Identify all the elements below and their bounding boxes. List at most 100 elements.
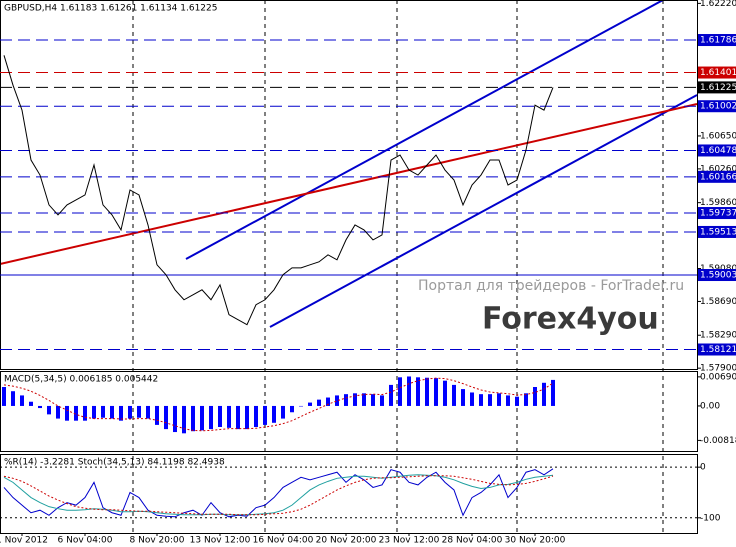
histogram-bar xyxy=(254,405,258,427)
level-label: 1.61401 xyxy=(700,68,736,78)
level-label: 1.59737 xyxy=(700,209,736,219)
level-label: 1.61786 xyxy=(700,36,736,46)
level-label: 1.60478 xyxy=(700,146,736,156)
histogram-bar xyxy=(146,405,150,419)
histogram-bar xyxy=(173,405,177,433)
histogram-bar xyxy=(497,393,501,406)
level-label: 1.61002 xyxy=(700,102,736,112)
y-tick-label: 0 xyxy=(700,463,706,473)
histogram-bar xyxy=(425,377,429,406)
y-tick-label: 1.59080 xyxy=(700,264,736,274)
y-tick-label: -0.00818 xyxy=(700,436,736,446)
histogram-bar xyxy=(470,392,474,406)
histogram-bar xyxy=(308,402,312,406)
histogram-bar xyxy=(542,382,546,406)
histogram-bar xyxy=(191,405,195,432)
histogram-bar xyxy=(29,401,33,406)
x-tick-label: 1 Nov 2012 xyxy=(0,536,48,546)
histogram-bar xyxy=(227,405,231,428)
histogram-bar xyxy=(20,395,24,406)
watermark-logo: Forex4you xyxy=(482,302,659,337)
y-tick-label: 0.006908 xyxy=(700,372,736,382)
level-label: 1.58121 xyxy=(700,345,736,355)
histogram-bar xyxy=(452,384,456,406)
x-tick-label: 30 Nov 20:00 xyxy=(505,536,566,546)
level-label-box xyxy=(698,144,736,157)
series-line xyxy=(3,55,554,326)
level-label: 1.60166 xyxy=(700,172,736,182)
histogram-bar xyxy=(38,405,42,409)
histogram-bar xyxy=(11,391,15,406)
histogram-bar xyxy=(101,405,105,418)
panel-title: GBPUSD,H4 1.61183 1.61261 1.61134 1.6122… xyxy=(4,4,217,14)
level-label-box xyxy=(698,343,736,356)
histogram-bar xyxy=(398,377,402,406)
y-tick-label: 1.59860 xyxy=(700,198,736,208)
level-label-box xyxy=(698,81,736,94)
histogram-bar xyxy=(47,405,51,415)
y-tick-label: 1.58290 xyxy=(700,331,736,341)
histogram-bar xyxy=(245,405,249,430)
histogram-bar xyxy=(380,395,384,406)
histogram-bar xyxy=(281,405,285,419)
y-tick-label: 1.60260 xyxy=(700,164,736,174)
histogram-bar xyxy=(236,405,240,430)
histogram-bar xyxy=(128,405,132,419)
histogram-bar xyxy=(479,394,483,406)
histogram-bar xyxy=(362,393,366,406)
level-label: 1.59003 xyxy=(700,271,736,281)
histogram-bar xyxy=(461,389,465,406)
histogram-bar xyxy=(533,387,537,406)
y-tick-label: 1.58690 xyxy=(700,297,736,307)
histogram-bar xyxy=(2,387,6,406)
panel-frame xyxy=(0,0,698,370)
histogram-bar xyxy=(218,405,222,427)
histogram-bar xyxy=(416,377,420,406)
period-separators xyxy=(132,0,664,533)
x-tick-label: 23 Nov 12:00 xyxy=(379,536,440,546)
histogram-bar xyxy=(389,384,393,406)
histogram-bar xyxy=(344,394,348,406)
histogram-bar xyxy=(137,405,141,418)
histogram-bar xyxy=(488,394,492,406)
trend-line xyxy=(0,103,698,265)
x-tick-label: 28 Nov 04:00 xyxy=(442,536,503,546)
histogram-bar xyxy=(83,405,87,421)
histogram-bar xyxy=(290,405,294,413)
level-label-box xyxy=(698,207,736,220)
histogram-bar xyxy=(164,405,168,430)
histogram-bar xyxy=(551,379,555,406)
histogram-bar xyxy=(299,405,303,407)
level-label-box xyxy=(698,34,736,47)
x-tick-label: 6 Nov 04:00 xyxy=(58,536,113,546)
histogram-bar xyxy=(263,405,267,425)
histogram-bar xyxy=(515,396,519,406)
watermark-text: Портал для трейдеров - ForTrader.ru xyxy=(418,278,684,294)
histogram-bar xyxy=(434,378,438,406)
level-label: 1.61225 xyxy=(700,83,736,93)
histogram-bar xyxy=(443,380,447,406)
x-tick-label: 8 Nov 20:00 xyxy=(130,536,185,546)
histogram-bar xyxy=(182,405,186,434)
histogram-bar xyxy=(119,405,123,421)
level-label-box xyxy=(698,100,736,113)
series-line xyxy=(3,474,554,516)
panel-frame xyxy=(0,454,698,534)
series-line xyxy=(3,468,554,518)
x-tick-label: 16 Nov 04:00 xyxy=(253,536,314,546)
y-tick-label: 0.00 xyxy=(700,401,720,411)
channel-lower xyxy=(269,94,698,328)
histogram-bar xyxy=(335,395,339,406)
histogram-bar xyxy=(326,397,330,406)
channel-upper xyxy=(185,0,664,260)
histogram-bar xyxy=(353,393,357,406)
level-label-box xyxy=(698,66,736,79)
panel-title: %R(14) -3.2281 Stoch(34,5,13) 84.1198 82… xyxy=(4,458,225,468)
histogram-bar xyxy=(317,399,321,406)
histogram-bar xyxy=(56,405,60,419)
y-tick-label: 1.62220 xyxy=(700,0,736,9)
panel-frame xyxy=(0,371,698,452)
level-label-box xyxy=(698,269,736,282)
histogram-bar xyxy=(209,405,213,430)
